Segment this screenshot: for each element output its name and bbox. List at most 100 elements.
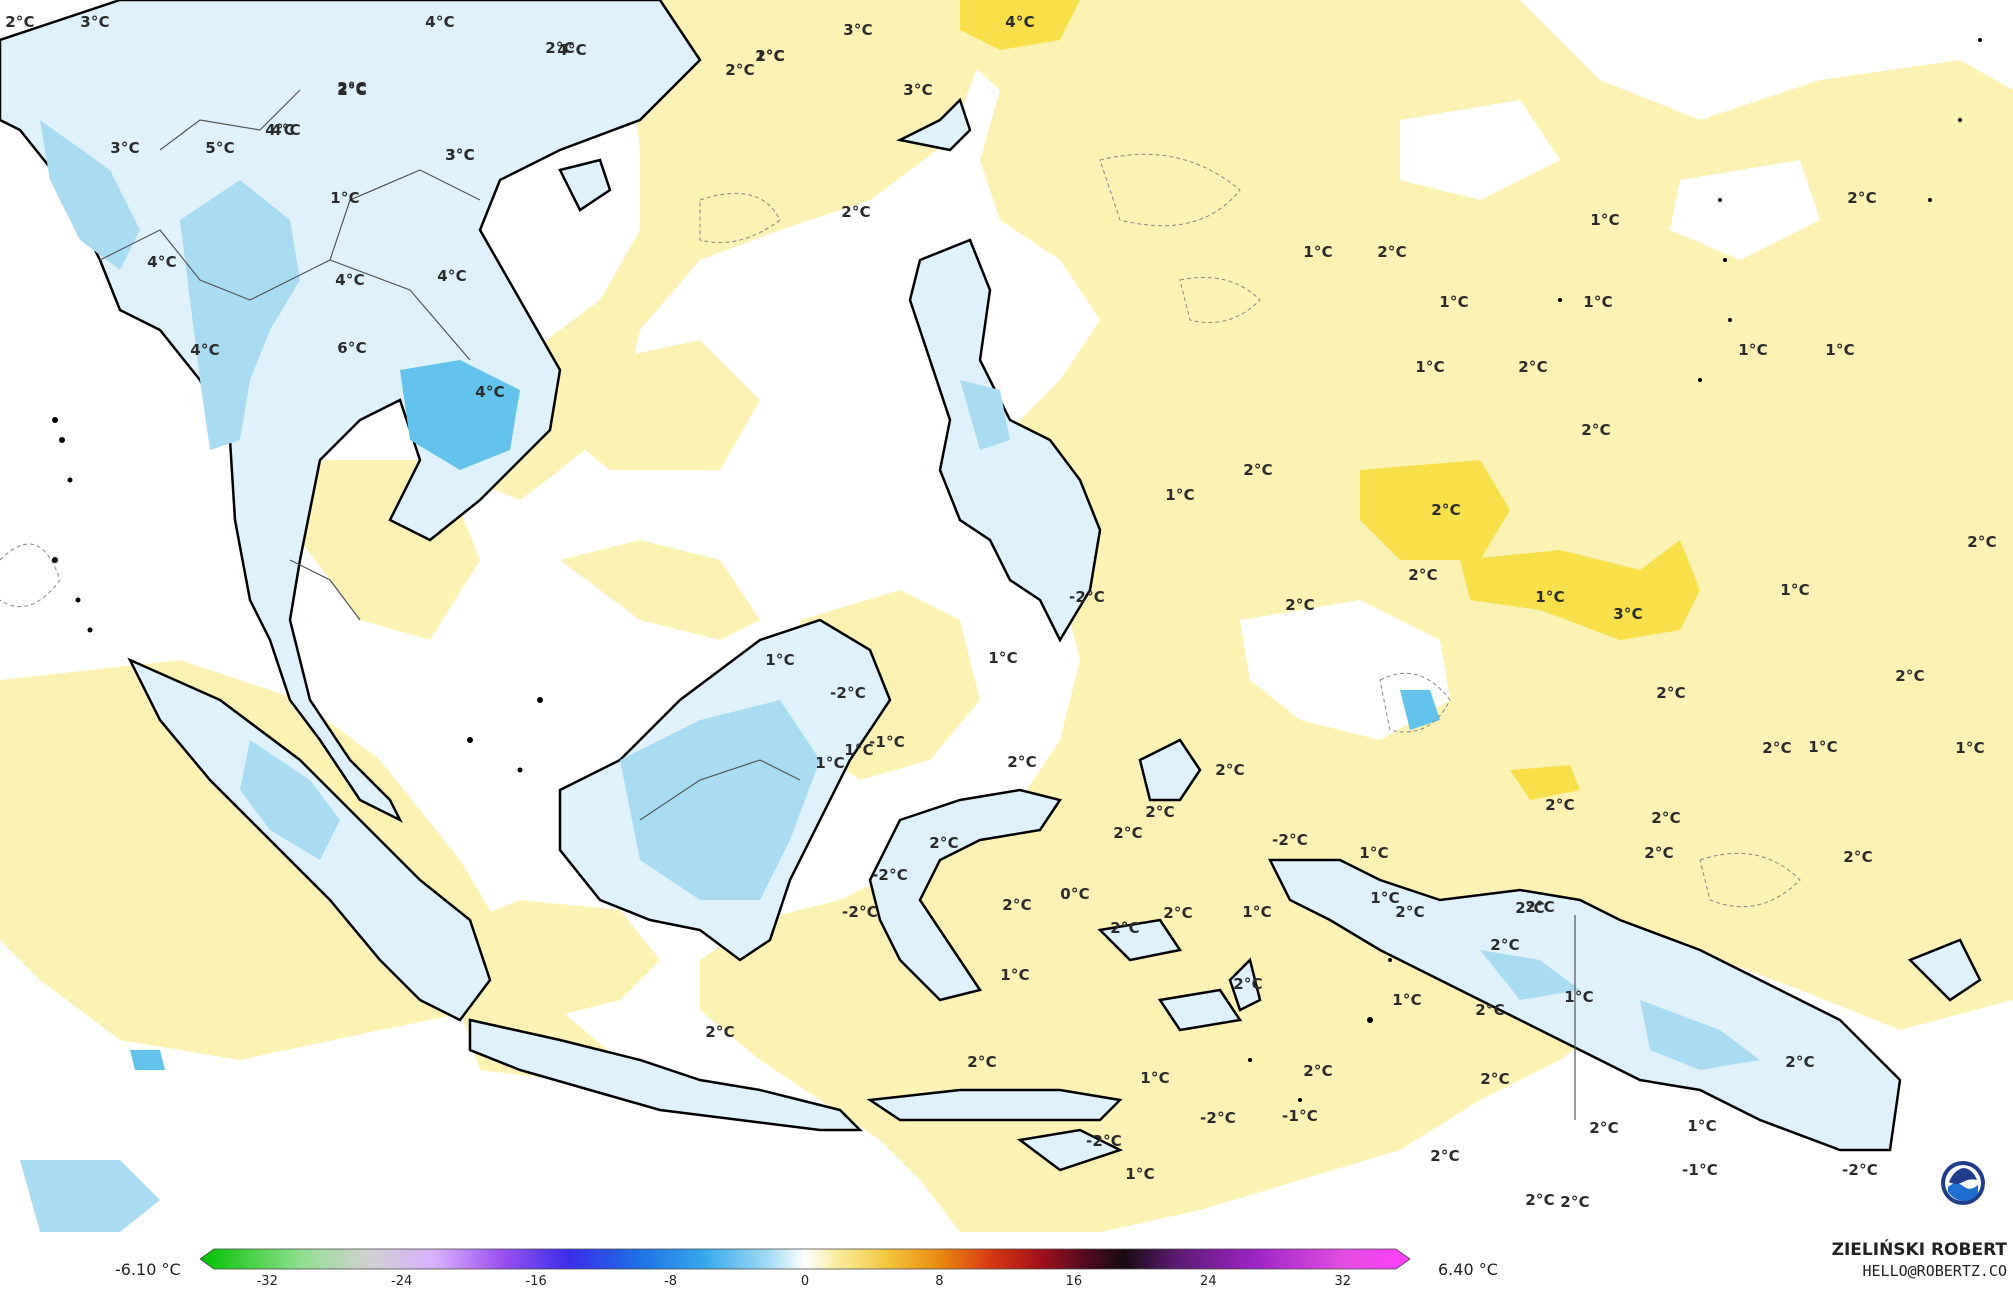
contour-label: 2°C [337, 81, 367, 99]
contour-label: 1°C [1392, 991, 1422, 1009]
contour-label: 2°C [1967, 533, 1997, 551]
contour-label: 5°C [205, 139, 235, 157]
contour-label: -2°C [1086, 1132, 1122, 1150]
legend-tick: 8 [935, 1274, 944, 1289]
contour-label: 4°C [147, 253, 177, 271]
contour-label: 4°C [190, 341, 220, 359]
contour-label: 1°C [1140, 1069, 1170, 1087]
legend-tick: 16 [1065, 1274, 1083, 1289]
contour-label: 1°C [330, 189, 360, 207]
contour-label: 2°C [967, 1053, 997, 1071]
contour-label: 4°C [271, 121, 301, 139]
legend-tick: -32 [256, 1274, 278, 1289]
contour-label: -1°C [869, 733, 905, 751]
contour-label: -2°C [830, 684, 866, 702]
contour-label: 2°C [1518, 358, 1548, 376]
contour-label: 1°C [1825, 341, 1855, 359]
contour-label: 1°C [815, 754, 845, 772]
contour-label: -2°C [1200, 1109, 1236, 1127]
contour-label: 2°C [1408, 566, 1438, 584]
country-borders [99, 89, 1576, 1120]
contour-label: 2°C [1475, 1001, 1505, 1019]
contour-label: 2°C [1110, 919, 1140, 937]
contour-label: -2°C [1842, 1161, 1878, 1179]
contour-label: 1°C [1439, 293, 1469, 311]
contour-label: 1°C [1955, 739, 1985, 757]
contour-label: 4°C [475, 383, 505, 401]
contour-label: -2°C [1272, 831, 1308, 849]
contour-label: 3°C [110, 139, 140, 157]
contour-label: 2°C [1581, 421, 1611, 439]
color-scale-bar [199, 1248, 1411, 1270]
contour-label: 2°C [1589, 1119, 1619, 1137]
contour-label: 2°C [1847, 189, 1877, 207]
contour-label: 6°C [337, 339, 367, 357]
contour-label: 2°C [1490, 936, 1520, 954]
contour-label: 2°C [545, 39, 575, 57]
contour-label: 1°C [1535, 588, 1565, 606]
contour-label: -1°C [1282, 1107, 1318, 1125]
contour-label: 2°C [1895, 667, 1925, 685]
author-email[interactable]: HELLO@ROBERTZ.CO [1862, 1262, 2008, 1280]
contour-label: -2°C [872, 866, 908, 884]
contour-label: 3°C [80, 13, 110, 31]
contour-label: 2°C [1480, 1070, 1510, 1088]
contour-label: 1°C [765, 651, 795, 669]
contour-label: 1°C [1000, 966, 1030, 984]
temperature-anomaly-map: 2°C 3°C 4°C 4°C 2°C 3°C 4°C 3°C 2°C 2°C 4°C 3°C 5°C 4… [0, 0, 2013, 1233]
map-canvas [0, 0, 2013, 1232]
contour-label: 2°C [1285, 596, 1315, 614]
contour-label: 1°C [1125, 1165, 1155, 1183]
contour-label: 1°C [1165, 486, 1195, 504]
contour-label: 1°C [1359, 844, 1389, 862]
contour-label: 2°C [725, 61, 755, 79]
contour-label: 2°C [1243, 461, 1273, 479]
contour-label: 2°C [1525, 1191, 1555, 1209]
contour-label: 3°C [445, 146, 475, 164]
contour-label: 1°C [1590, 211, 1620, 229]
contour-label: 1°C [755, 47, 785, 65]
legend-max-value: 6.40 °C [1438, 1260, 1498, 1279]
legend-tick: 0 [800, 1274, 810, 1289]
noaa-logo-icon [1941, 1161, 1985, 1205]
contour-label: 2°C [1644, 844, 1674, 862]
contour-label: -2°C [1069, 588, 1105, 606]
contour-label: 1°C [1583, 293, 1613, 311]
contour-label: 1°C [1370, 889, 1400, 907]
contour-label: 1°C [1303, 243, 1333, 261]
contour-label: 2°C [337, 79, 367, 97]
contour-label: 1°C [1564, 988, 1594, 1006]
contour-label: 1°C [1687, 1117, 1717, 1135]
contour-label: 1°C [1808, 738, 1838, 756]
author-credit: ZIELIŃSKI ROBERT [1831, 1240, 2007, 1260]
contour-label: 1°C [1738, 341, 1768, 359]
contour-label: 2°C [1656, 684, 1686, 702]
contour-label: 2°C [1843, 848, 1873, 866]
contour-label: 2°C [1651, 809, 1681, 827]
contour-label: 0°C [1060, 885, 1090, 903]
contour-label: 1°C [1780, 581, 1810, 599]
contour-label: 2°C [1007, 753, 1037, 771]
contour-label: -2°C [842, 903, 878, 921]
contour-label: 2°C [1785, 1053, 1815, 1071]
contour-label: 4°C [437, 267, 467, 285]
contour-label: 2°C [1762, 739, 1792, 757]
contour-label: 4°C [265, 121, 295, 139]
contour-label: -1°C [1682, 1161, 1718, 1179]
contour-label: 4°C [557, 41, 587, 59]
contour-label: 4°C [1005, 13, 1035, 31]
contour-label: 3°C [445, 146, 475, 164]
contour-label: 2°C [755, 47, 785, 65]
contour-label: 2°C [1303, 1062, 1333, 1080]
contour-label: 1°C [988, 649, 1018, 667]
contour-label: 2°C [1431, 501, 1461, 519]
cold-core-layer [20, 120, 1760, 1232]
contour-label: 2°C [705, 1023, 735, 1041]
contour-label: 2°C [1377, 243, 1407, 261]
contour-label: 3°C [1613, 605, 1643, 623]
contour-label: 2°C [1215, 761, 1245, 779]
contour-label: 2°C [1145, 803, 1175, 821]
contour-label: 3°C [903, 81, 933, 99]
contour-label: 1°C [844, 741, 874, 759]
contour-label: 2°C [1233, 975, 1263, 993]
